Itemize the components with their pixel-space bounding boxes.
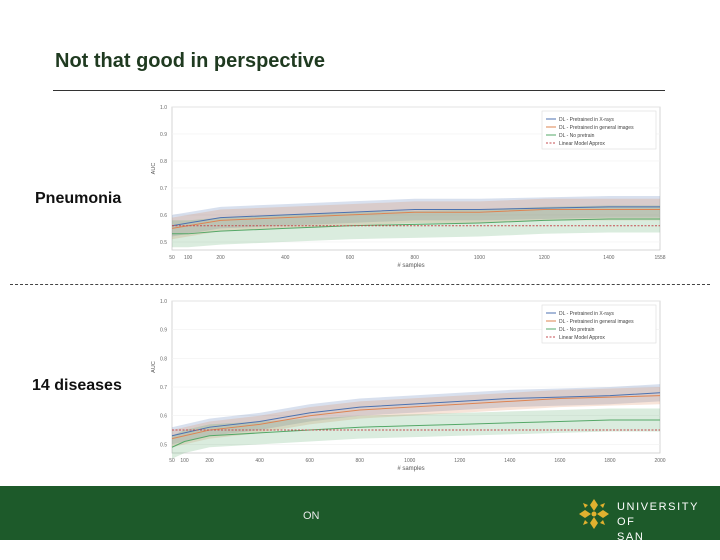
series-line	[171, 395, 661, 440]
legend-label: DL - No pretrain	[559, 327, 595, 333]
x-tick-label: 200	[205, 458, 214, 464]
footer-text: ON	[303, 510, 320, 522]
y-axis-label: AUC	[151, 361, 157, 373]
x-tick-label: 100	[184, 255, 193, 261]
legend-label: DL - Pretrained in X-rays	[559, 311, 614, 317]
x-axis-label: # samples	[397, 263, 424, 269]
fourteen-diseases-label: 14 diseases	[32, 377, 122, 394]
confidence-band	[172, 387, 660, 448]
x-tick-label: 1000	[404, 458, 415, 464]
legend-label: DL - Pretrained in X-rays	[559, 117, 614, 123]
series-line	[171, 206, 660, 227]
usf-logo-icon	[579, 499, 609, 529]
x-tick-label: 200	[216, 255, 225, 261]
legend-label: DL - Pretrained in general images	[559, 125, 634, 131]
x-tick-label: 400	[281, 255, 290, 261]
x-tick-label: 2000	[654, 458, 665, 464]
legend-box	[541, 110, 657, 150]
y-tick-label: 0.5	[160, 240, 167, 246]
section-divider	[10, 284, 710, 285]
x-axis-label: # samples	[397, 466, 424, 472]
y-axis-label: AUC	[151, 163, 157, 175]
university-line-2: SAN FRANCISCO	[617, 531, 697, 558]
x-tick-label: 50	[169, 458, 175, 464]
y-tick-label: 0.7	[160, 186, 167, 192]
x-tick-label: 50	[169, 255, 175, 261]
y-tick-label: 0.9	[160, 328, 167, 334]
legend-label: DL - No pretrain	[559, 133, 595, 139]
x-tick-label: 1800	[604, 458, 615, 464]
x-tick-label: 800	[356, 458, 365, 464]
x-tick-label: 400	[255, 458, 264, 464]
y-tick-label: 0.5	[160, 442, 167, 448]
university-name: UNIVERSITY OF SAN FRANCISCO	[617, 500, 720, 560]
y-tick-label: 0.8	[160, 159, 167, 165]
series-line	[171, 209, 660, 229]
confidence-band	[172, 196, 660, 237]
x-tick-label: 800	[411, 255, 420, 261]
x-tick-label: 1400	[504, 458, 515, 464]
x-tick-label: 1400	[603, 255, 614, 261]
title-divider	[53, 90, 665, 91]
x-tick-label: 1558	[654, 255, 665, 261]
y-tick-label: 0.6	[160, 213, 167, 219]
legend-box	[541, 304, 657, 344]
y-tick-label: 0.6	[160, 414, 167, 420]
y-tick-label: 0.9	[160, 132, 167, 138]
x-tick-label: 1200	[539, 255, 550, 261]
y-tick-label: 1.0	[160, 299, 167, 305]
x-tick-label: 1200	[454, 458, 465, 464]
confidence-band	[172, 198, 660, 240]
y-tick-label: 0.8	[160, 356, 167, 362]
legend-label: DL - Pretrained in general images	[559, 319, 634, 325]
slide-title: Not that good in perspective	[55, 50, 326, 72]
x-tick-label: 600	[346, 255, 355, 261]
pneumonia-label: Pneumonia	[35, 190, 122, 207]
x-tick-label: 1600	[554, 458, 565, 464]
series-line	[172, 218, 660, 235]
auc-charts: 0.5 0.6 0.7 0.8 0.9 1.0 50 100 200 400 600 800 1000 1…	[151, 105, 666, 472]
y-tick-label: 1.0	[160, 105, 167, 111]
university-line-1: UNIVERSITY OF	[617, 501, 699, 528]
confidence-band	[172, 384, 660, 445]
footer-bar	[0, 486, 720, 540]
x-tick-label: 100	[180, 458, 189, 464]
series-line	[171, 392, 661, 437]
x-tick-label: 1000	[474, 255, 485, 261]
x-tick-label: 600	[305, 458, 314, 464]
confidence-band	[172, 408, 660, 459]
confidence-band	[172, 205, 660, 248]
y-tick-label: 0.7	[160, 385, 167, 391]
legend-label: Linear Model Approx	[559, 141, 605, 147]
series-line	[171, 419, 660, 448]
legend-label: Linear Model Approx	[559, 335, 605, 341]
